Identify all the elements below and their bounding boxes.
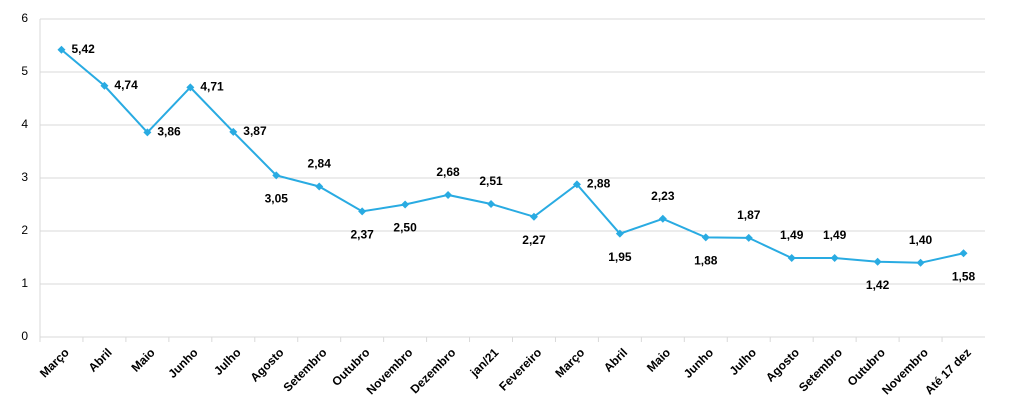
x-tick-label: Agosto: [763, 345, 802, 384]
y-tick-label: 1: [21, 276, 28, 290]
marker: [100, 81, 109, 90]
line: [60, 48, 964, 264]
marker: [444, 190, 453, 199]
data-label: 1,42: [866, 278, 890, 292]
marker: [959, 249, 968, 258]
data-label: 3,05: [265, 192, 289, 206]
marker: [701, 233, 710, 242]
marker: [143, 128, 152, 137]
data-label: 1,40: [909, 233, 933, 247]
marker: [572, 180, 581, 189]
marker: [358, 207, 367, 216]
marker: [658, 214, 667, 223]
marker: [272, 171, 281, 180]
data-label: 4,74: [114, 78, 138, 92]
data-label: 1,88: [694, 254, 718, 268]
x-tick-label: Maio: [129, 345, 158, 374]
x-tick-label: Outubro: [329, 345, 372, 388]
data-label: 5,42: [71, 42, 95, 56]
x-tick-label: Agosto: [247, 345, 286, 384]
x-tick-label: Abril: [601, 345, 630, 374]
x-tick-label: Julho: [727, 345, 760, 378]
y-tick-label: 4: [21, 117, 28, 131]
x-tick-label: Junho: [681, 345, 716, 380]
marker: [401, 200, 410, 209]
data-label: 2,68: [436, 165, 460, 179]
marker: [57, 45, 66, 54]
x-tick-label: Outubro: [845, 345, 888, 388]
x-tick-label: Setembro: [796, 345, 845, 394]
data-label: 2,88: [587, 177, 611, 191]
marker: [787, 254, 796, 263]
marker: [744, 233, 753, 242]
x-tick-label: Março: [37, 345, 72, 380]
y-tick-label: 3: [21, 170, 28, 184]
data-label: 2,27: [522, 233, 546, 247]
data-label: 1,95: [608, 250, 632, 264]
y-tick-label: 2: [21, 223, 28, 237]
data-label: 3,87: [243, 124, 267, 138]
marker: [487, 199, 496, 208]
data-label: 2,51: [479, 174, 503, 188]
x-tick-label: Março: [552, 345, 587, 380]
data-label: 2,84: [308, 157, 332, 171]
data-label: 1,49: [780, 228, 804, 242]
x-tick-label: Até 17 dez: [922, 345, 974, 397]
x-tick-label: Fevereiro: [496, 345, 544, 393]
data-label: 3,86: [157, 125, 181, 139]
marker: [830, 254, 839, 263]
marker: [529, 212, 538, 221]
x-tick-label: jan/21: [467, 345, 502, 380]
data-label: 4,71: [200, 80, 224, 94]
x-tick-label: Maio: [644, 345, 673, 374]
data-label: 2,50: [393, 221, 417, 235]
x-tick-label: Abril: [86, 345, 115, 374]
x-tick-label: Julho: [211, 345, 244, 378]
x-tick-label: Dezembro: [408, 345, 459, 396]
marker: [615, 229, 624, 238]
x-tick-label: Setembro: [281, 345, 330, 394]
data-label: 1,49: [823, 228, 847, 242]
x-tick-label: Junho: [165, 345, 200, 380]
marker: [315, 182, 324, 191]
data-label: 2,37: [350, 228, 374, 242]
marker: [229, 127, 238, 136]
data-label: 1,87: [737, 208, 761, 222]
y-tick-label: 5: [21, 64, 28, 78]
x-tick-label: Novembro: [364, 345, 416, 397]
y-tick-label: 0: [21, 329, 28, 343]
marker: [873, 257, 882, 266]
data-label: 2,23: [651, 189, 675, 203]
marker: [916, 258, 925, 267]
marker: [186, 83, 195, 92]
y-tick-label: 6: [21, 11, 28, 25]
data-label: 1,58: [952, 269, 976, 283]
